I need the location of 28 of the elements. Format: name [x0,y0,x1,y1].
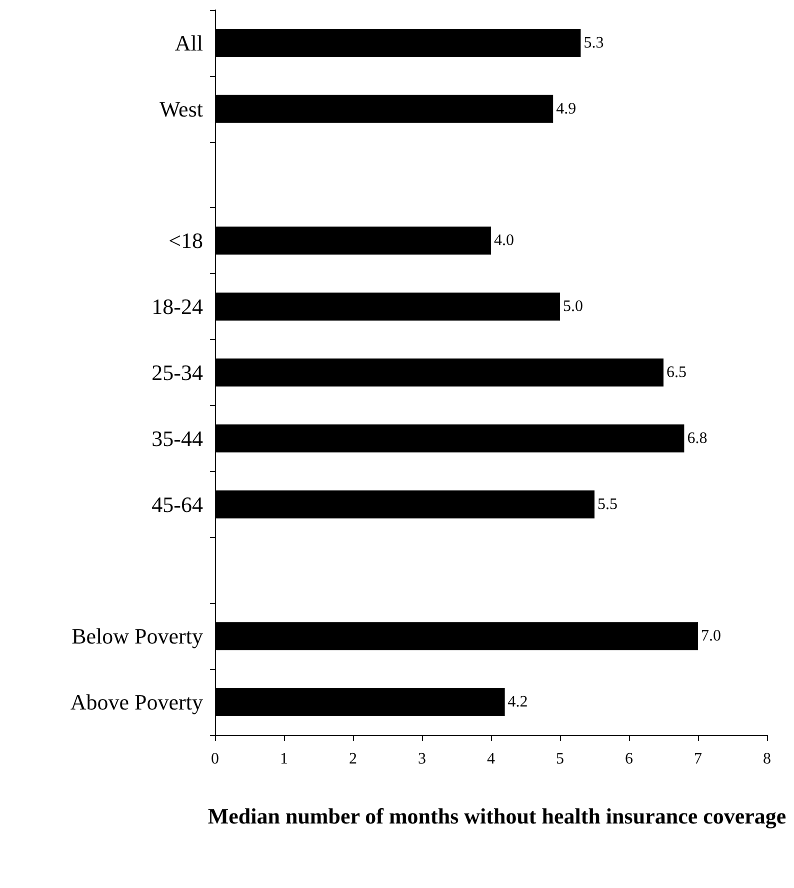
x-tick-label: 7 [694,750,702,768]
y-tick-label: Below Poverty [72,624,203,649]
x-tick-label: 8 [763,750,771,768]
y-tick-label: 25-34 [152,360,203,385]
data-label: 4.2 [508,694,528,711]
data-label: 6.8 [687,430,708,447]
y-tick-label: Above Poverty [70,690,203,715]
data-label: 4.0 [494,232,514,250]
x-tick-label: 4 [487,750,495,768]
x-axis-title: Median number of months without health insurance coverage [208,804,786,828]
data-label: 5.0 [563,298,583,316]
y-tick-label: West [160,96,203,122]
x-tick-label: 2 [349,750,357,768]
y-tick-label: All [174,30,203,56]
y-tick-label: 18-24 [152,294,203,320]
x-tick-label: 3 [418,750,426,768]
x-tick-label: 0 [211,750,219,768]
data-label: 4.9 [556,100,576,118]
y-tick-label: 35-44 [152,426,203,451]
y-tick-label: <18 [168,228,203,254]
x-tick-label: 1 [280,750,288,768]
y-tick-label: 45-64 [152,492,203,517]
x-tick-label: 6 [625,750,633,768]
data-label: 5.3 [584,34,604,52]
x-tick-label: 5 [556,750,564,768]
data-label: 6.5 [666,364,686,381]
data-label: 5.5 [598,496,618,513]
data-label: 7.0 [701,628,721,645]
